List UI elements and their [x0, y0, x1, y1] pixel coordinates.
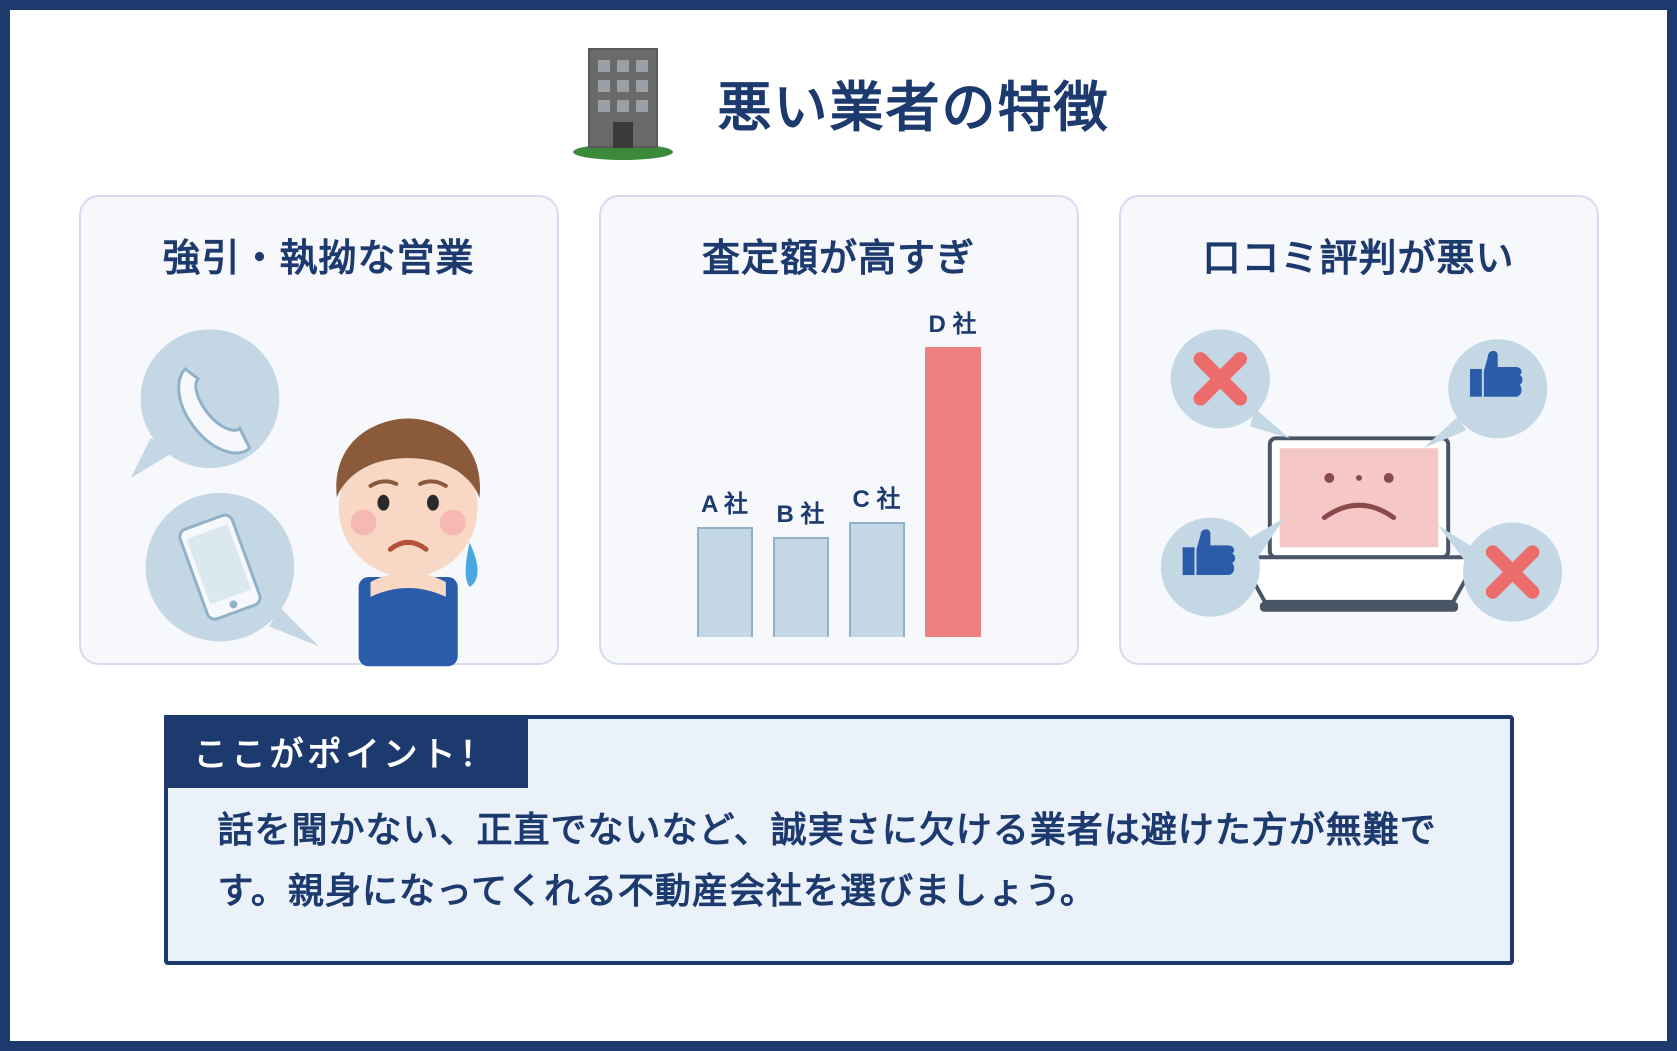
card-body: [101, 307, 537, 669]
point-text: 話を聞かない、正直でないなど、誠実さに欠ける業者は避けた方が無難です。親身になっ…: [218, 799, 1460, 921]
bar-chart: A 社 B 社 C 社 D 社: [621, 307, 1057, 647]
bar: [697, 527, 753, 637]
bar: [925, 347, 981, 637]
card-body: A 社 B 社 C 社 D 社: [621, 307, 1057, 647]
point-box: ここがポイント！ 話を聞かない、正直でないなど、誠実さに欠ける業者は避けた方が無…: [164, 715, 1514, 965]
bar-wrap: D 社: [925, 304, 981, 637]
page-title: 悪い業者の特徴: [718, 63, 1110, 142]
building-icon: [568, 40, 678, 165]
card-body: [1141, 307, 1577, 669]
bar-wrap: B 社: [773, 494, 829, 637]
point-tab: ここがポイント！: [164, 715, 528, 788]
bar-label: A 社: [701, 484, 748, 519]
bar-label: D 社: [929, 304, 977, 339]
bar-wrap: A 社: [697, 484, 753, 637]
card-bad-reviews: 口コミ評判が悪い: [1119, 195, 1599, 665]
card-appraisal-too-high: 査定額が高すぎ A 社 B 社 C 社 D 社: [599, 195, 1079, 665]
cards-row: 強引・執拗な営業: [70, 195, 1607, 665]
infographic-frame: 悪い業者の特徴 強引・執拗な営業: [0, 0, 1677, 1051]
bar: [849, 522, 905, 637]
card-title: 査定額が高すぎ: [702, 227, 975, 282]
card-pushy-sales: 強引・執拗な営業: [79, 195, 559, 665]
bar-label: B 社: [777, 494, 825, 529]
card-title: 口コミ評判が悪い: [1202, 227, 1514, 282]
bar-label: C 社: [853, 479, 901, 514]
bar: [773, 537, 829, 637]
header: 悪い業者の特徴: [70, 40, 1607, 165]
card-title: 強引・執拗な営業: [162, 227, 474, 282]
bar-wrap: C 社: [849, 479, 905, 637]
